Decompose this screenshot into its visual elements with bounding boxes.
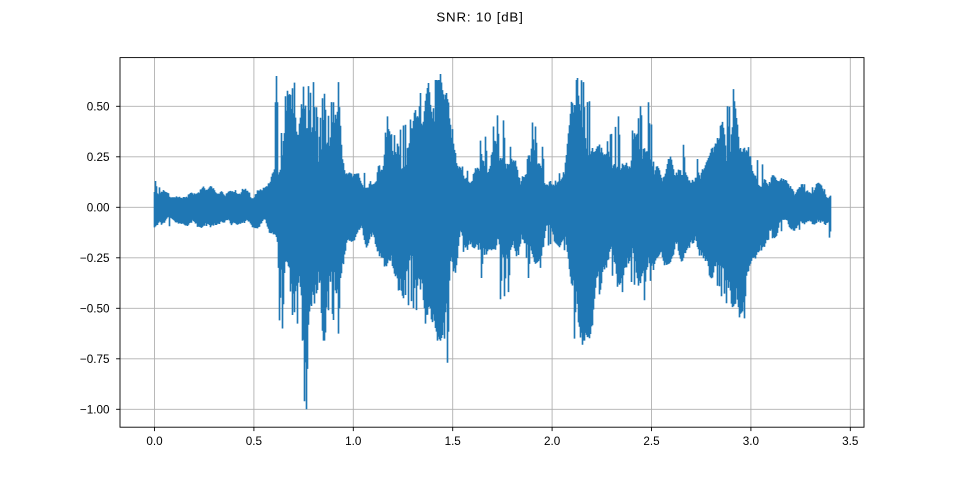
svg-text:1.5: 1.5 [445, 435, 462, 448]
svg-text:0.0: 0.0 [146, 435, 163, 448]
svg-text:SNR: 10 [dB]: SNR: 10 [dB] [436, 9, 523, 24]
svg-text:2.0: 2.0 [544, 435, 561, 448]
svg-text:−0.50: −0.50 [80, 302, 110, 315]
svg-text:3.0: 3.0 [743, 435, 760, 448]
svg-text:−0.25: −0.25 [80, 252, 110, 265]
svg-text:0.00: 0.00 [87, 201, 110, 214]
svg-text:−1.00: −1.00 [80, 403, 110, 416]
svg-text:2.5: 2.5 [643, 435, 660, 448]
svg-text:0.25: 0.25 [87, 151, 110, 164]
svg-text:3.5: 3.5 [842, 435, 859, 448]
svg-text:1.0: 1.0 [345, 435, 362, 448]
svg-text:−0.75: −0.75 [80, 353, 110, 366]
svg-text:0.5: 0.5 [246, 435, 263, 448]
svg-text:0.50: 0.50 [87, 100, 110, 113]
